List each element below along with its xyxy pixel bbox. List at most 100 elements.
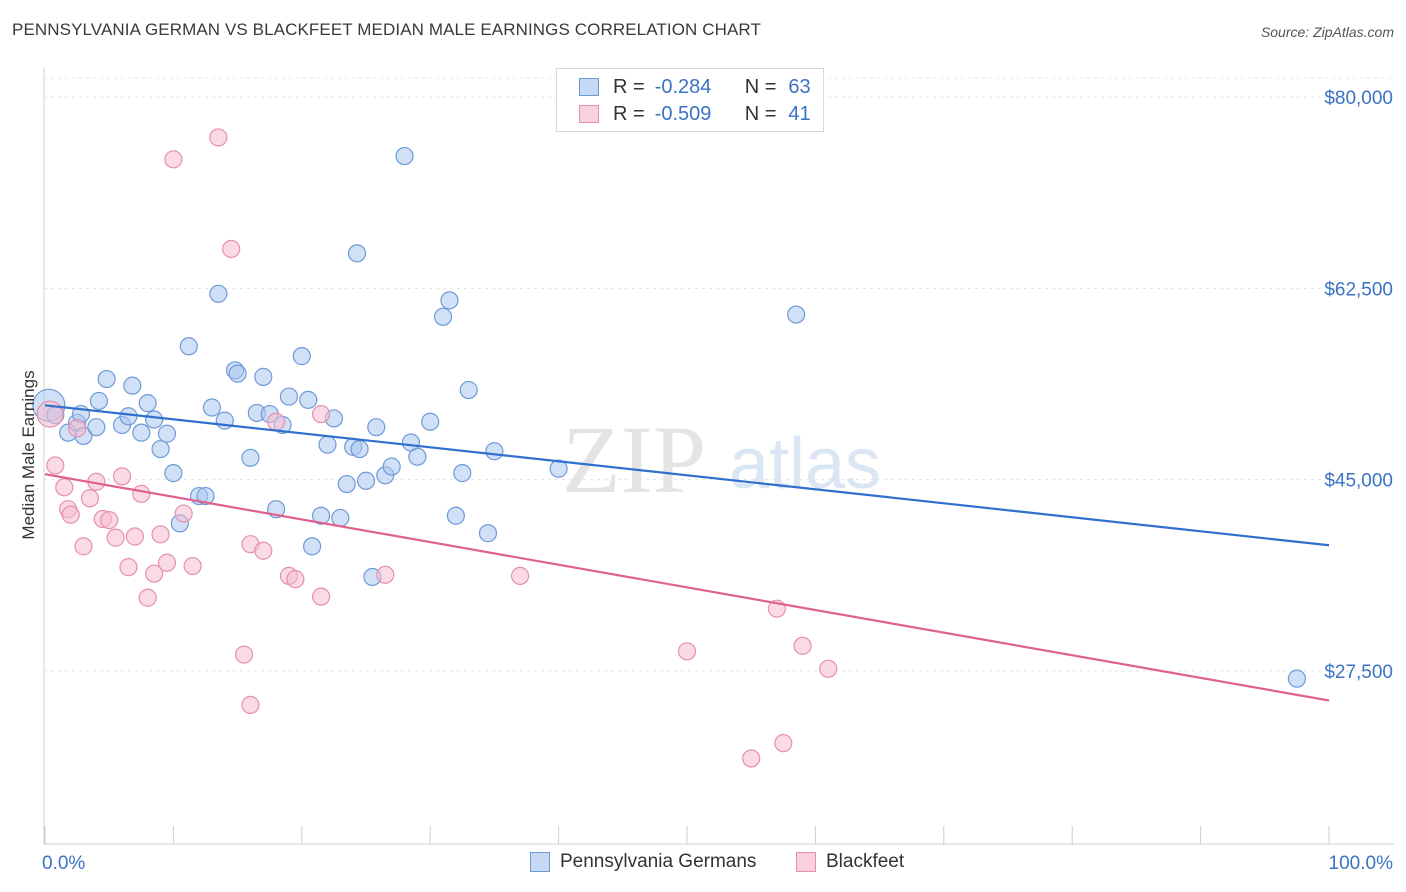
pennsylvania-point-15	[151, 439, 170, 459]
legend-n-value-blue: 63	[788, 75, 811, 98]
pennsylvania-point-53	[421, 412, 440, 431]
blackfeet-point-13	[119, 558, 138, 577]
pennsylvania-point-36	[302, 537, 322, 556]
pennsylvania-point-29	[254, 367, 273, 386]
y-tick-label-3: $27,500	[1324, 662, 1393, 683]
blackfeet-trend-line	[44, 473, 1330, 702]
y-tick-label-0: $80,000	[1324, 88, 1393, 109]
pennsylvania-point-55	[440, 291, 459, 310]
legend-r-label: R =	[613, 102, 645, 125]
watermark-zip: ZIP	[562, 406, 706, 513]
pennsylvania-point-60	[485, 442, 504, 461]
pennsylvania-trend-line	[44, 404, 1330, 547]
blackfeet-point-11	[106, 528, 125, 547]
pennsylvania-point-33	[279, 387, 299, 406]
blackfeet-point-26	[241, 695, 260, 714]
pennsylvania-point-17	[164, 464, 183, 483]
pink-swatch-icon	[579, 105, 599, 123]
blackfeet-point-21	[174, 504, 193, 523]
blackfeet-point-28	[254, 541, 273, 560]
blackfeet-point-29	[267, 412, 286, 431]
pennsylvania-point-23	[209, 284, 228, 303]
watermark: ZIP atlas	[562, 406, 881, 513]
x-tick-label-max: 100.0%	[1329, 853, 1394, 874]
pennsylvania-point-37	[311, 506, 331, 525]
pennsylvania-point-14	[145, 410, 164, 429]
pennsylvania-point-11	[123, 376, 142, 395]
pennsylvania-point-47	[367, 418, 386, 437]
pennsylvania-point-62	[787, 305, 806, 324]
legend-r-label: R =	[613, 75, 645, 98]
pennsylvania-point-35	[299, 390, 318, 409]
pennsylvania-point-10	[119, 407, 138, 426]
blackfeet-point-32	[311, 404, 331, 424]
pennsylvania-point-13	[138, 394, 157, 413]
pennsylvania-point-43	[350, 439, 369, 459]
pennsylvania-point-50	[395, 146, 414, 166]
blackfeet-point-38	[793, 636, 812, 655]
blackfeet-point-12	[112, 467, 132, 486]
source-label: Source: ZipAtlas.com	[1260, 24, 1394, 40]
pennsylvania-point-54	[433, 307, 453, 326]
pennsylvania-point-7	[89, 391, 109, 411]
blackfeet-point-20	[164, 150, 183, 169]
blackfeet-point-35	[510, 566, 530, 585]
pennsylvania-point-12	[132, 423, 151, 442]
legend-n-value-pink: 41	[788, 102, 811, 125]
legend-row-pennsylvania: R = -0.284 N = 63	[557, 74, 811, 100]
legend-r-value-blue: -0.284	[654, 75, 712, 98]
y-axis-label: Median Male Earnings	[19, 370, 38, 539]
pennsylvania-point-34	[292, 347, 311, 366]
blackfeet-point-40	[742, 749, 761, 768]
pennsylvania-point-6	[87, 418, 106, 437]
bottom-legend-label-blackfeet: Blackfeet	[826, 851, 905, 872]
data-points	[32, 128, 1307, 768]
blackfeet-point-18	[151, 525, 170, 544]
pennsylvania-point-26	[228, 364, 247, 383]
trend-lines	[44, 404, 1330, 702]
blackfeet-point-22	[183, 556, 202, 576]
pennsylvania-point-27	[241, 448, 260, 467]
pennsylvania-point-49	[382, 457, 401, 476]
bottom-legend-label-pennsylvania: Pennsylvania Germans	[560, 851, 757, 872]
blackfeet-point-17	[145, 564, 164, 583]
legend-n-label: N =	[744, 102, 777, 125]
bottom-legend-pennsylvania: Pennsylvania Germans	[530, 851, 756, 873]
blackfeet-point-6	[74, 537, 93, 556]
blackfeet-point-16	[138, 588, 157, 607]
blackfeet-point-41	[774, 734, 793, 753]
axes	[43, 68, 1394, 845]
pennsylvania-point-57	[453, 464, 472, 483]
pennsylvania-point-40	[331, 508, 350, 528]
pennsylvania-point-63	[1287, 669, 1307, 688]
bottom-legend-blackfeet: Blackfeet	[796, 851, 904, 873]
blackfeet-point-19	[157, 553, 177, 572]
blackfeet-point-10	[100, 511, 119, 530]
blackfeet-point-15	[132, 484, 151, 503]
pennsylvania-point-19	[179, 337, 198, 356]
pennsylvania-point-44	[347, 244, 367, 263]
blackfeet-point-2	[55, 478, 74, 497]
blackfeet-point-14	[125, 527, 144, 546]
pennsylvania-point-22	[202, 398, 222, 417]
pennsylvania-point-56	[446, 506, 465, 525]
tick-labels: $80,000 $62,500 $45,000 $27,500 0.0% 100.0%	[42, 88, 1393, 874]
blackfeet-point-39	[819, 659, 838, 678]
pennsylvania-point-41	[337, 474, 356, 494]
pennsylvania-point-45	[356, 471, 376, 490]
blackfeet-point-1	[46, 456, 65, 475]
blackfeet-point-23	[209, 128, 228, 147]
blue-swatch-icon	[579, 78, 599, 96]
legend-n-label: N =	[744, 75, 777, 98]
watermark-atlas: atlas	[729, 424, 881, 504]
blackfeet-point-25	[234, 645, 254, 664]
blackfeet-point-31	[286, 570, 305, 589]
legend-row-blackfeet: R = -0.509 N = 41	[557, 101, 811, 127]
pennsylvania-point-21	[196, 486, 215, 506]
y-tick-label-1: $62,500	[1324, 279, 1393, 300]
pennsylvania-point-58	[459, 380, 478, 400]
blackfeet-point-34	[376, 565, 395, 584]
pennsylvania-point-8	[97, 369, 116, 389]
blackfeet-point-36	[677, 642, 697, 661]
